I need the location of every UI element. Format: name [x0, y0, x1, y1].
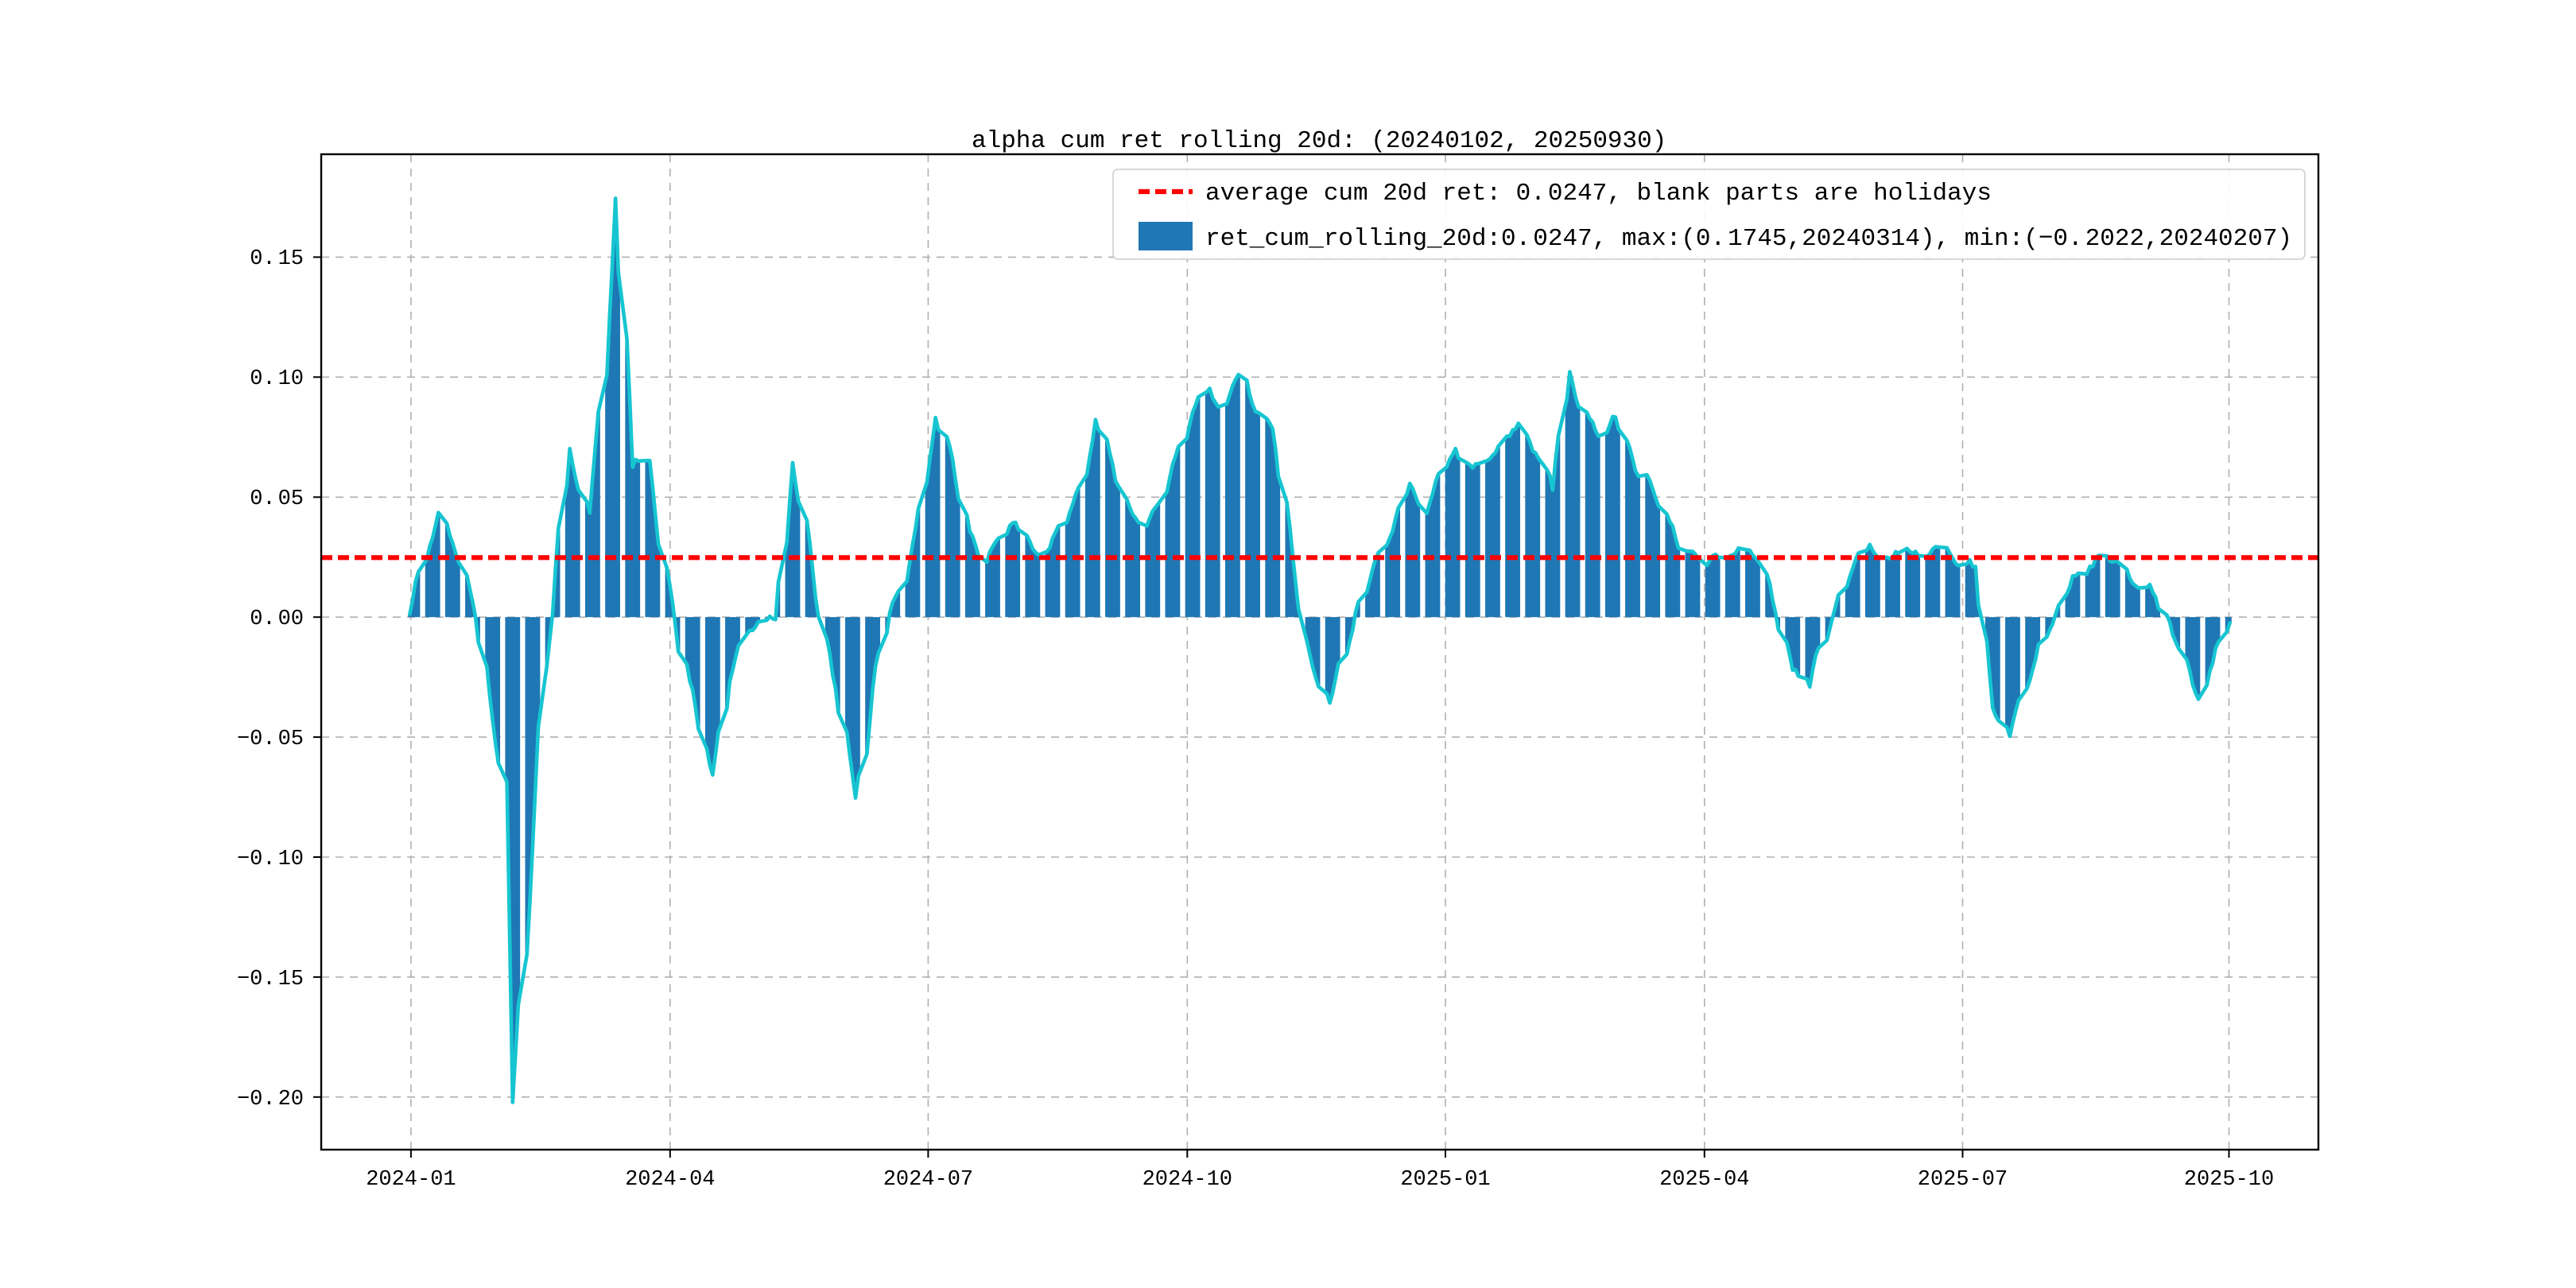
- svg-text:−0.05: −0. 05: [237, 727, 304, 751]
- svg-text:2024-07: 2024-07: [883, 1168, 973, 1192]
- svg-text:2024-04: 2024-04: [625, 1168, 715, 1192]
- svg-text:2025-10: 2025-10: [2184, 1168, 2274, 1192]
- svg-text:average cum 20d ret: 0.0247,: average cum 20d ret: 0.0247, blank parts…: [1205, 180, 1992, 208]
- svg-text:−0.20: −0. 20: [237, 1088, 304, 1111]
- svg-text:2024-10: 2024-10: [1143, 1168, 1232, 1192]
- svg-text:alpha cum ret rolling 20d: (20: alpha cum ret rolling 20d: (20240102, 20…: [972, 127, 1666, 155]
- svg-text:2025-07: 2025-07: [1918, 1168, 2008, 1192]
- svg-text:0.15: 0. 15: [250, 247, 304, 271]
- svg-text:2025-01: 2025-01: [1400, 1168, 1490, 1192]
- svg-text:0.00: 0. 00: [250, 607, 304, 631]
- svg-text:0.05: 0. 05: [250, 487, 304, 511]
- svg-text:0.10: 0. 10: [250, 367, 304, 391]
- svg-text:−0.15: −0. 15: [237, 968, 304, 991]
- svg-text:ret_cum_rolling_20d:0.0247, m: ret_cum_rolling_20d:0.0247, max:(0.1745,…: [1205, 225, 2292, 253]
- svg-text:−0.10: −0. 10: [237, 848, 304, 871]
- svg-text:2024-01: 2024-01: [366, 1168, 456, 1192]
- svg-text:2025-04: 2025-04: [1659, 1168, 1749, 1192]
